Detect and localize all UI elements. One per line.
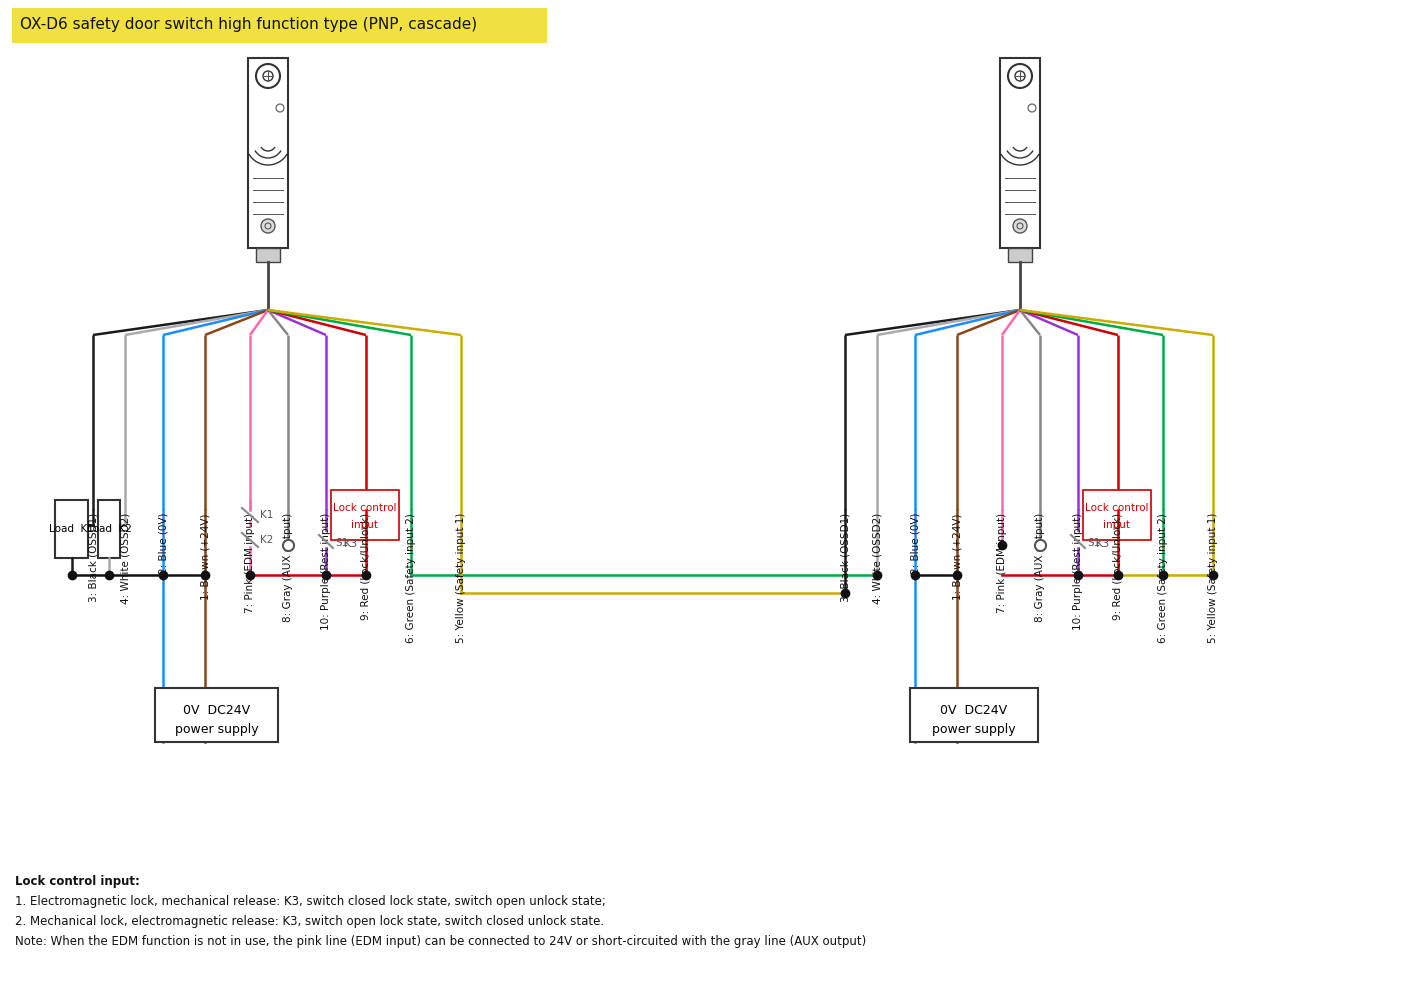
Text: 2: Blue (0V): 2: Blue (0V) [157,513,167,574]
Text: OX-D6 safety door switch high function type (PNP, cascade): OX-D6 safety door switch high function t… [20,18,477,33]
Text: 8: Gray (AUX output): 8: Gray (AUX output) [283,513,292,622]
Text: K3: K3 [1097,539,1111,549]
FancyBboxPatch shape [155,688,278,742]
Circle shape [1028,104,1036,112]
Text: 2. Mechanical lock, electromagnetic release: K3, switch open lock state, switch : 2. Mechanical lock, electromagnetic rele… [15,915,605,928]
Text: 9: Red (Lock/Unlock): 9: Red (Lock/Unlock) [361,513,371,620]
Text: 3: Black (OSSD1): 3: Black (OSSD1) [89,513,98,602]
Text: S1: S1 [1087,538,1101,548]
Text: power supply: power supply [932,722,1015,735]
Text: S1: S1 [335,538,349,548]
Circle shape [1012,219,1026,233]
Text: power supply: power supply [174,722,259,735]
Text: Lock control: Lock control [333,503,396,513]
Circle shape [262,219,276,233]
Circle shape [1017,223,1024,229]
Text: 10: Purple (Rest input): 10: Purple (Rest input) [1073,513,1083,630]
Text: K3: K3 [344,539,359,549]
Text: K2: K2 [260,535,273,545]
Text: 2: Blue (0V): 2: Blue (0V) [910,513,920,574]
FancyBboxPatch shape [13,8,547,43]
FancyBboxPatch shape [910,688,1038,742]
FancyBboxPatch shape [1008,248,1032,262]
Text: 0V  DC24V: 0V DC24V [183,703,250,716]
Circle shape [256,64,280,88]
Text: Note: When the EDM function is not in use, the pink line (EDM input) can be conn: Note: When the EDM function is not in us… [15,935,866,948]
Text: 10: Purple (Rest input): 10: Purple (Rest input) [321,513,330,630]
Text: 4: White (OSSD2): 4: White (OSSD2) [872,513,882,604]
Text: 6: Green (Safety input 2): 6: Green (Safety input 2) [1159,513,1168,643]
Text: 6: Green (Safety input 2): 6: Green (Safety input 2) [406,513,416,643]
Circle shape [276,104,284,112]
Text: 1. Electromagnetic lock, mechanical release: K3, switch closed lock state, switc: 1. Electromagnetic lock, mechanical rele… [15,895,606,908]
Text: 1: Brown (+24V): 1: Brown (+24V) [200,513,209,599]
Text: 0V  DC24V: 0V DC24V [941,703,1008,716]
Text: input: input [352,520,378,530]
Text: Lock control input:: Lock control input: [15,875,139,888]
FancyBboxPatch shape [256,248,280,262]
Text: 8: Gray (AUX output): 8: Gray (AUX output) [1035,513,1045,622]
Circle shape [1008,64,1032,88]
Text: input: input [1104,520,1130,530]
Text: 3: Black (OSSD1): 3: Black (OSSD1) [839,513,851,602]
FancyBboxPatch shape [55,500,89,558]
FancyBboxPatch shape [330,490,399,540]
Text: Load  K1: Load K1 [49,524,94,534]
Text: K1: K1 [260,510,273,520]
FancyBboxPatch shape [1083,490,1152,540]
Text: 7: Pink (EDM input): 7: Pink (EDM input) [997,513,1007,613]
FancyBboxPatch shape [98,500,120,558]
Text: Load  K2: Load K2 [87,524,131,534]
Text: Lock control: Lock control [1085,503,1149,513]
Text: 1: Brown (+24V): 1: Brown (+24V) [952,513,962,599]
Circle shape [1015,71,1025,81]
Text: 4: White (OSSD2): 4: White (OSSD2) [120,513,129,604]
Text: 5: Yellow (Safety input 1): 5: Yellow (Safety input 1) [456,513,465,644]
Text: 7: Pink (EDM input): 7: Pink (EDM input) [245,513,254,613]
Text: 9: Red (Lock/Unlock): 9: Red (Lock/Unlock) [1114,513,1123,620]
FancyBboxPatch shape [1000,58,1040,248]
Circle shape [263,71,273,81]
Circle shape [264,223,271,229]
FancyBboxPatch shape [247,58,288,248]
Text: 5: Yellow (Safety input 1): 5: Yellow (Safety input 1) [1208,513,1218,644]
